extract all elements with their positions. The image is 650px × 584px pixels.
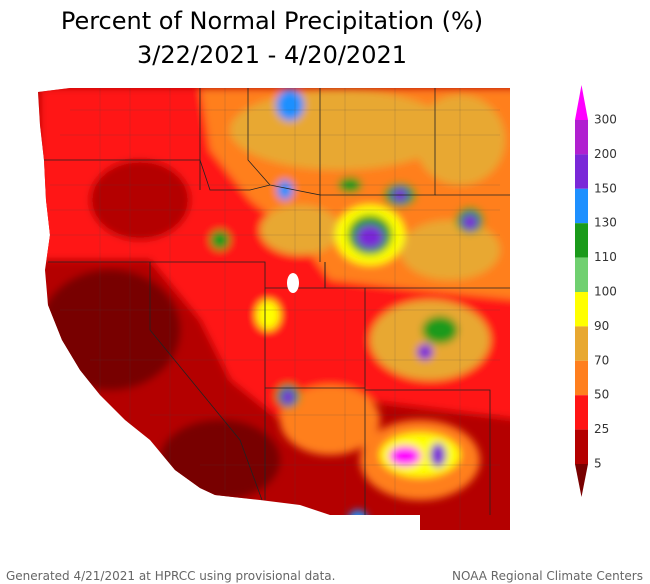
legend-label: 100 [594,285,617,299]
legend-label: 90 [594,319,609,333]
legend-swatch [575,223,588,258]
precip-map [38,88,510,530]
legend-swatch [575,188,588,224]
legend: 300 200 150 130 110 100 90 70 50 25 5 [575,85,617,497]
legend-label: 110 [594,250,617,264]
legend-label: 25 [594,422,609,436]
legend-swatch [575,120,588,155]
footer-right: NOAA Regional Climate Centers [452,569,643,583]
legend-label: 150 [594,181,617,195]
legend-swatch [575,395,588,430]
legend-label: 70 [594,353,609,367]
footer-left: Generated 4/21/2021 at HPRCC using provi… [6,569,335,583]
legend-swatch [575,257,588,292]
county-lines [50,88,500,530]
legend-swatch [575,360,588,396]
legend-label: 300 [594,113,617,127]
legend-label: 200 [594,147,617,161]
legend-label: 130 [594,216,617,230]
state-lines [40,88,510,515]
legend-arrow-top [575,85,588,120]
legend-swatch [575,292,588,327]
legend-swatch [575,154,588,189]
legend-swatch [575,326,588,361]
title-line-2: 3/22/2021 - 4/20/2021 [137,41,407,69]
legend-swatch [575,429,588,464]
legend-arrow-bottom [575,464,588,497]
title-line-1: Percent of Normal Precipitation (%) [61,7,483,35]
great-salt-lake [287,273,299,293]
legend-label: 50 [594,388,609,402]
legend-label: 5 [594,457,602,471]
